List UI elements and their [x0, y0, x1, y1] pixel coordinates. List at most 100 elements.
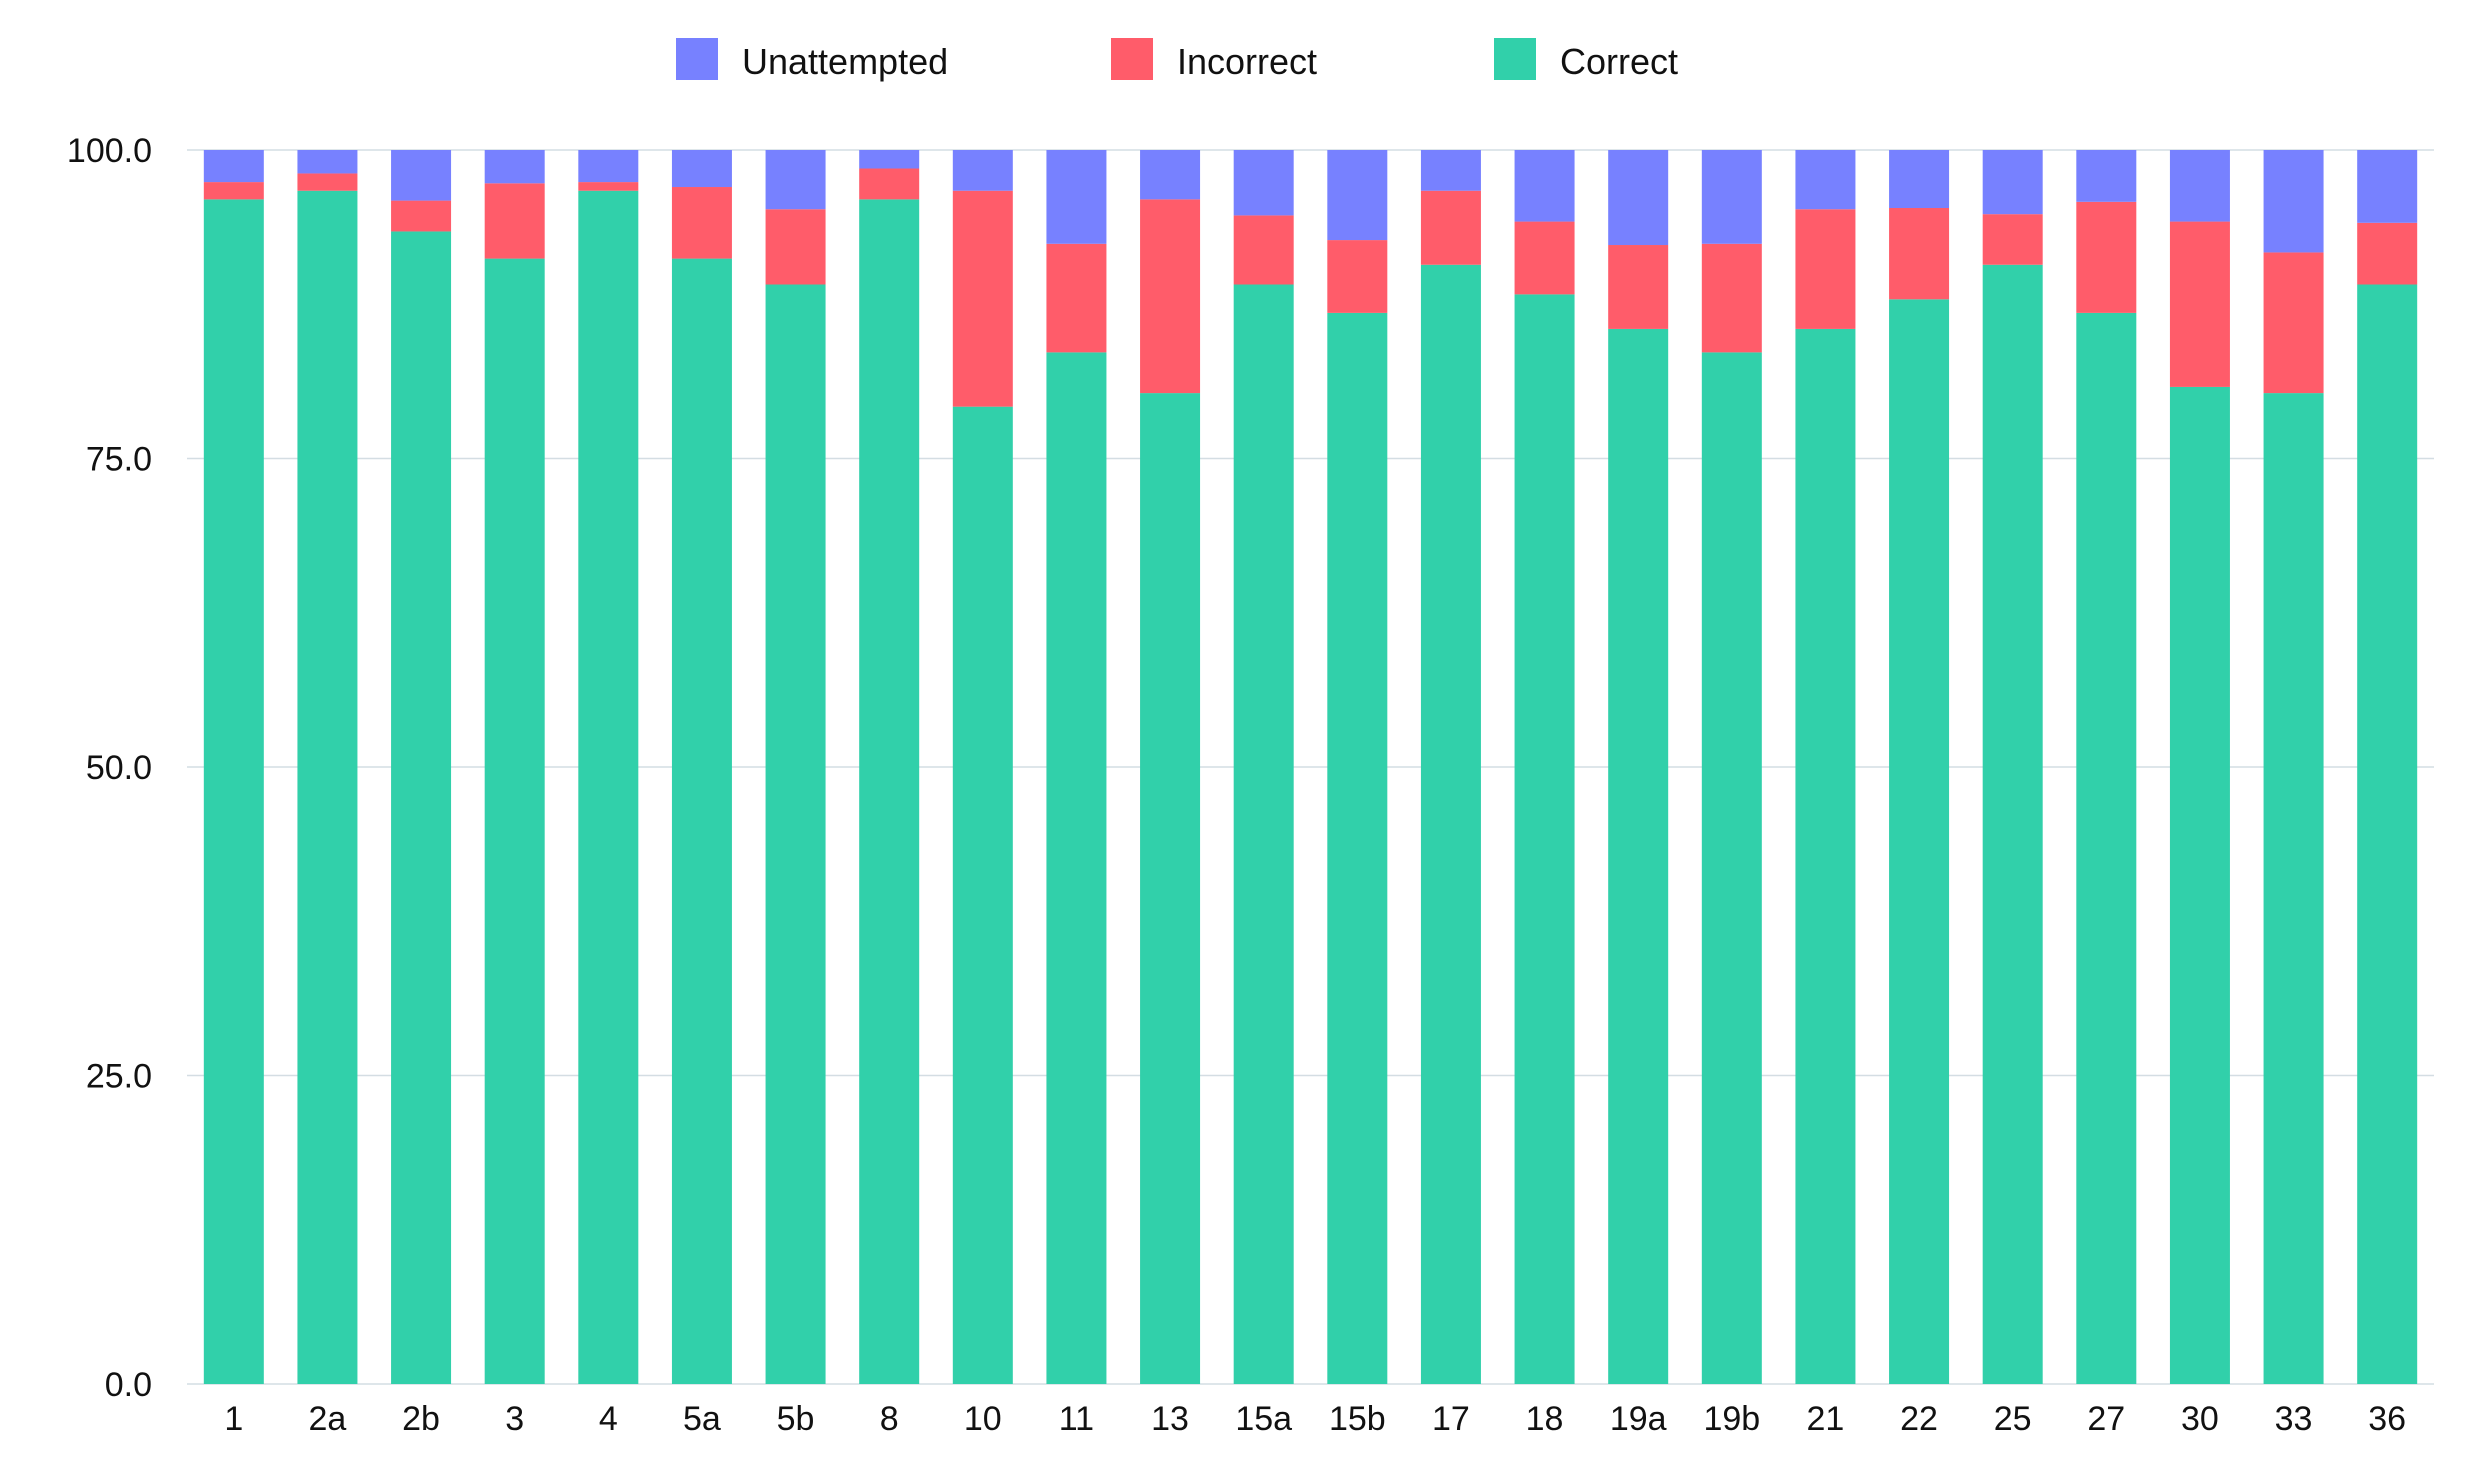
- bar-segment-correct: [1140, 393, 1201, 1384]
- bar-segment-unattempted: [1233, 150, 1294, 216]
- bar-segment-unattempted: [484, 150, 545, 184]
- bar-segment-incorrect: [578, 182, 639, 191]
- bar-segment-correct: [1046, 352, 1107, 1385]
- bar-segment-incorrect: [2357, 222, 2418, 285]
- bar-segment-correct: [2263, 393, 2324, 1384]
- bar-segment-correct: [671, 258, 732, 1384]
- bar-segment-correct: [859, 199, 920, 1385]
- bar-segment-incorrect: [1420, 190, 1481, 265]
- bar-segment-incorrect: [1608, 245, 1669, 329]
- legend-label-unattempted: Unattempted: [742, 41, 948, 82]
- bar-segment-correct: [484, 258, 545, 1384]
- bar-segment-incorrect: [1327, 240, 1388, 313]
- x-tick-label: 33: [2275, 1400, 2313, 1438]
- bar-segment-incorrect: [1046, 243, 1107, 353]
- x-tick-label: 2b: [402, 1400, 440, 1438]
- bar-segment-incorrect: [1233, 215, 1294, 285]
- x-tick-label: 19a: [1610, 1400, 1667, 1438]
- bars: [203, 150, 2418, 1385]
- y-axis: 0.0 25.0 50.0 75.0 100.0: [67, 132, 152, 1404]
- bar-segment-incorrect: [297, 173, 358, 191]
- bar-segment-correct: [1608, 328, 1669, 1385]
- bar-segment-incorrect: [2169, 221, 2230, 387]
- bar-segment-correct: [765, 284, 826, 1385]
- bar-segment-unattempted: [2263, 150, 2324, 253]
- bar-segment-correct: [1982, 264, 2043, 1385]
- bar-segment-unattempted: [2357, 150, 2418, 223]
- bar-segment-correct: [297, 190, 358, 1384]
- bar-segment-unattempted: [391, 150, 452, 201]
- legend-swatch-correct: [1494, 38, 1536, 80]
- bar-segment-unattempted: [2169, 150, 2230, 222]
- x-tick-label: 4: [599, 1400, 618, 1438]
- bar-segment-unattempted: [2076, 150, 2137, 202]
- x-tick-label: 15a: [1235, 1400, 1292, 1438]
- bar-segment-incorrect: [2076, 201, 2137, 313]
- bar-segment-incorrect: [1701, 243, 1762, 353]
- bar-segment-unattempted: [297, 150, 358, 174]
- bar-segment-correct: [1327, 312, 1388, 1385]
- bar-segment-unattempted: [1982, 150, 2043, 215]
- bar-segment-correct: [1420, 264, 1481, 1385]
- y-tick-label: 50.0: [86, 749, 152, 787]
- bar-segment-correct: [1514, 294, 1575, 1385]
- bar-segment-unattempted: [1327, 150, 1388, 241]
- bar-segment-correct: [1889, 299, 1950, 1385]
- bar-segment-unattempted: [859, 150, 920, 169]
- bar-segment-unattempted: [1889, 150, 1950, 208]
- y-tick-label: 25.0: [86, 1058, 152, 1096]
- x-tick-label: 2a: [309, 1400, 347, 1438]
- x-tick-label: 1: [224, 1400, 243, 1438]
- bar-segment-correct: [203, 199, 264, 1385]
- legend-label-incorrect: Incorrect: [1177, 41, 1317, 82]
- y-tick-label: 100.0: [67, 132, 152, 170]
- bar-segment-unattempted: [1420, 150, 1481, 191]
- bar-segment-unattempted: [952, 150, 1013, 191]
- legend-swatch-unattempted: [676, 38, 718, 80]
- bar-segment-unattempted: [1701, 150, 1762, 244]
- bar-segment-unattempted: [203, 150, 264, 183]
- legend-swatch-incorrect: [1111, 38, 1153, 80]
- x-tick-label: 15b: [1329, 1400, 1386, 1438]
- x-tick-label: 5a: [683, 1400, 721, 1438]
- x-axis: 1 2a 2b 3 4 5a 5b 8 10 11 13 15a 15b 17 18 19a 19b 21 22 25…: [224, 1400, 2406, 1438]
- x-tick-label: 8: [880, 1400, 899, 1438]
- bar-segment-incorrect: [1514, 221, 1575, 295]
- bar-segment-correct: [952, 406, 1013, 1384]
- bar-segment-incorrect: [484, 183, 545, 259]
- bar-segment-unattempted: [1140, 150, 1201, 200]
- bar-segment-incorrect: [1795, 209, 1856, 329]
- bar-segment-incorrect: [765, 209, 826, 285]
- bar-segment-incorrect: [1140, 199, 1201, 394]
- bar-segment-incorrect: [952, 190, 1013, 407]
- x-tick-label: 11: [1059, 1400, 1094, 1438]
- x-tick-label: 36: [2368, 1400, 2406, 1438]
- bar-segment-correct: [1701, 352, 1762, 1385]
- bar-segment-unattempted: [1046, 150, 1107, 244]
- bar-segment-correct: [391, 231, 452, 1385]
- y-tick-label: 75.0: [86, 441, 152, 479]
- grid-lines: [187, 149, 2434, 1385]
- bar-segment-incorrect: [1982, 214, 2043, 265]
- x-tick-label: 17: [1432, 1400, 1470, 1438]
- bar-segment-incorrect: [391, 200, 452, 232]
- x-tick-label: 3: [505, 1400, 524, 1438]
- x-tick-label: 30: [2181, 1400, 2219, 1438]
- bar-segment-unattempted: [1608, 150, 1669, 246]
- bar-segment-unattempted: [671, 150, 732, 188]
- bar-segment-correct: [2169, 386, 2230, 1385]
- bar-segment-unattempted: [765, 150, 826, 210]
- x-tick-label: 19b: [1703, 1400, 1760, 1438]
- bar-segment-unattempted: [1514, 150, 1575, 222]
- bar-segment-correct: [1795, 328, 1856, 1385]
- bar-segment-unattempted: [1795, 150, 1856, 210]
- legend-label-correct: Correct: [1560, 41, 1678, 82]
- bar-segment-correct: [2357, 284, 2418, 1385]
- x-tick-label: 13: [1151, 1400, 1189, 1438]
- x-tick-label: 21: [1807, 1400, 1845, 1438]
- bar-segment-correct: [2076, 312, 2137, 1385]
- bar-segment-incorrect: [859, 168, 920, 200]
- bar-segment-incorrect: [1889, 207, 1950, 300]
